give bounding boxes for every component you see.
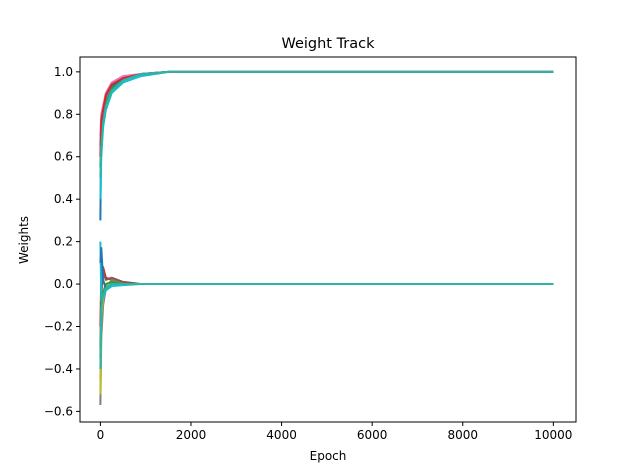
series-line-6: [99, 270, 554, 348]
y-tick-label: −0.2: [44, 320, 73, 334]
series-line-10: [99, 70, 554, 200]
series-line-9: [99, 280, 554, 395]
x-tick-label: 6000: [357, 428, 388, 442]
x-tick-label: 4000: [266, 428, 297, 442]
series-line-3: [99, 70, 554, 168]
y-tick-label: 0.2: [54, 235, 73, 249]
y-tick-label: 0.4: [54, 192, 73, 206]
y-axis-label: Weights: [17, 216, 31, 264]
series-line-5: [99, 70, 554, 147]
y-axis-ticks: −0.6 −0.4 −0.2 0.0 0.2 0.4 0.6 0.8 1.0: [44, 65, 80, 418]
series-layer: [99, 70, 554, 406]
series-line-4: [99, 266, 554, 327]
chart-title: Weight Track: [281, 36, 375, 52]
series-line-8: [99, 278, 554, 406]
series-line-13: [99, 246, 554, 290]
series-line-7: [99, 70, 554, 136]
series-line-15: [99, 70, 554, 178]
plot-frame: [79, 56, 577, 423]
x-tick-label: 8000: [447, 428, 478, 442]
series-line-1: [99, 70, 554, 221]
x-tick-label: 10000: [534, 428, 572, 442]
x-axis-ticks: 0 2000 4000 6000 8000 10000: [97, 422, 572, 442]
series-line-16: [99, 283, 554, 369]
y-tick-label: 0.6: [54, 150, 73, 164]
y-tick-label: −0.4: [44, 362, 73, 376]
y-tick-label: 1.0: [54, 65, 73, 79]
series-line-14: [99, 70, 554, 157]
y-tick-label: 0.0: [54, 277, 73, 291]
y-tick-label: −0.6: [44, 404, 73, 418]
x-tick-label: 0: [97, 428, 105, 442]
series-line-12: [99, 280, 554, 359]
series-line-11: [99, 241, 554, 303]
y-tick-label: 0.8: [54, 107, 73, 121]
x-axis-label: Epoch: [310, 449, 347, 463]
x-tick-label: 2000: [176, 428, 207, 442]
series-line-2: [99, 280, 554, 380]
